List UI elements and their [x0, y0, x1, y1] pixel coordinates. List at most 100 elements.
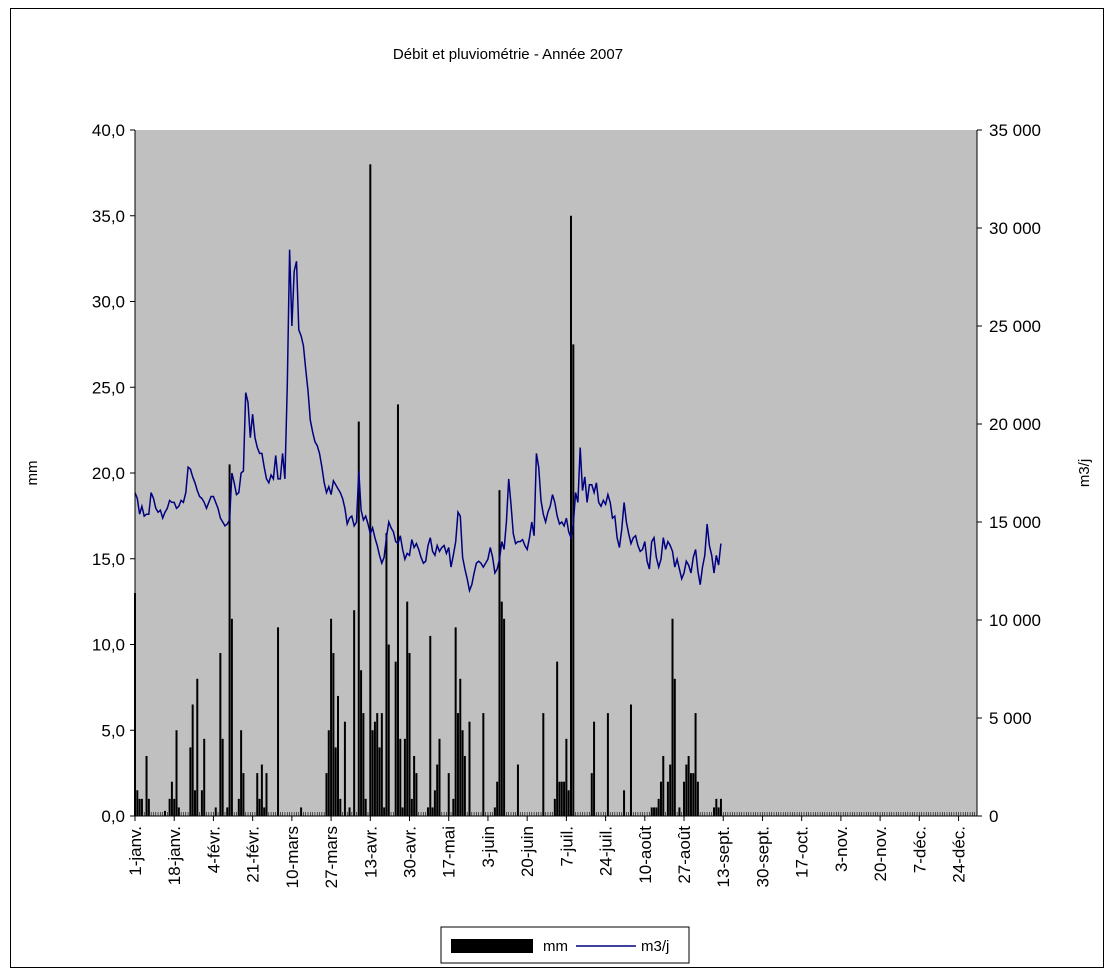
- bar-mm: [357, 421, 360, 816]
- x-tick-label: 21-févr.: [244, 826, 263, 883]
- y-tick-label: 35,0: [92, 207, 125, 226]
- bar-mm: [240, 730, 243, 816]
- bar-mm: [177, 807, 180, 816]
- x-tick-label: 17-mai: [440, 826, 459, 878]
- bar-mm: [410, 798, 413, 816]
- bar-mm: [415, 773, 418, 816]
- bar-mm: [431, 807, 434, 816]
- axes-layer: 0,0 5,0 10,0 15,0 20,0 25,0 30,0 35,0 40,0 0 5 000…: [92, 121, 1041, 888]
- x-tick-label: 24-juil.: [597, 826, 616, 876]
- bar-mm: [669, 764, 672, 816]
- bar-mm: [463, 755, 466, 816]
- x-tick-label: 27-août: [675, 826, 694, 884]
- y-tick-label: 20,0: [92, 464, 125, 483]
- y-tick-label: 40,0: [92, 121, 125, 140]
- bar-mm: [659, 781, 662, 816]
- bar-mm: [383, 807, 386, 816]
- bar-mm: [572, 344, 575, 816]
- bar-mm: [498, 490, 501, 816]
- bar-mm: [542, 713, 545, 816]
- y2-tick-label: 30 000: [989, 219, 1041, 238]
- bar-mm: [277, 627, 280, 816]
- plot-area: [135, 130, 977, 816]
- bar-mm: [689, 773, 692, 816]
- bar-mm: [500, 601, 503, 816]
- bar-mm: [468, 721, 471, 816]
- y2-axis-label: m3/j: [1076, 459, 1093, 487]
- bar-mm: [687, 755, 690, 816]
- bar-mm: [657, 798, 660, 816]
- bar-mm: [482, 713, 485, 816]
- x-tick-label: 7-juil.: [557, 826, 576, 867]
- bar-mm: [456, 713, 459, 816]
- bar-mm: [678, 807, 681, 816]
- x-tick-label: 13-sept.: [714, 826, 733, 887]
- bar-mm: [399, 738, 402, 816]
- y2-tick-label: 15 000: [989, 513, 1041, 532]
- x-tick-label: 13-avr.: [361, 826, 380, 878]
- y-axis-label: mm: [24, 461, 41, 486]
- bar-mm: [606, 713, 609, 816]
- bar-mm: [228, 464, 231, 816]
- x-tick-label: 4-févr.: [204, 826, 223, 873]
- bar-mm: [694, 713, 697, 816]
- bar-mm: [189, 747, 192, 816]
- bar-mm: [692, 773, 695, 816]
- bar-mm: [376, 713, 379, 816]
- bar-mm: [713, 807, 716, 816]
- bar-mm: [496, 781, 499, 816]
- y2-tick-label: 20 000: [989, 415, 1041, 434]
- bar-mm: [653, 807, 656, 816]
- x-tick-label: 7-déc.: [910, 826, 929, 873]
- bar-mm: [671, 618, 674, 816]
- bar-mm: [175, 730, 178, 816]
- x-tick-label: 10-août: [636, 826, 655, 884]
- bar-mm: [715, 798, 718, 816]
- bar-mm: [369, 164, 372, 817]
- bar-mm: [406, 601, 409, 816]
- x-tick-label: 30-avr.: [401, 826, 420, 878]
- bar-mm: [433, 790, 436, 816]
- bar-mm: [219, 653, 222, 816]
- bar-mm: [362, 713, 365, 816]
- bar-mm: [332, 653, 335, 816]
- bar-mm: [221, 738, 224, 816]
- y-tick-label: 15,0: [92, 550, 125, 569]
- bar-mm: [569, 215, 572, 816]
- bar-mm: [560, 781, 563, 816]
- y-tick-label: 30,0: [92, 293, 125, 312]
- x-tick-label: 1-janv.: [126, 826, 145, 876]
- y2-tick-label: 0: [989, 807, 998, 826]
- bar-mm: [565, 738, 568, 816]
- bar-mm: [364, 798, 367, 816]
- bar-mm: [454, 627, 457, 816]
- legend-label-m3j: m3/j: [641, 938, 669, 955]
- bar-mm: [396, 404, 399, 816]
- bar-mm: [380, 713, 383, 816]
- y2-tick-label: 25 000: [989, 317, 1041, 336]
- bar-mm: [683, 781, 686, 816]
- x-tick-label: 27-mars: [322, 826, 341, 888]
- bar-mm: [136, 790, 139, 816]
- x-tick-label: 24-déc.: [950, 826, 969, 883]
- bar-mm: [436, 764, 439, 816]
- bar-mm: [334, 747, 337, 816]
- series-line-m3j: [134, 249, 722, 594]
- legend-swatch-mm: [451, 939, 533, 953]
- bar-mm: [168, 798, 171, 816]
- bar-mm: [673, 678, 676, 816]
- bar-mm: [343, 721, 346, 816]
- bar-mm: [360, 670, 363, 816]
- bar-mm: [662, 755, 665, 816]
- bar-mm: [717, 807, 720, 816]
- x-tick-label: 18-janv.: [165, 826, 184, 885]
- bar-mm: [650, 807, 653, 816]
- bar-mm: [196, 678, 199, 816]
- bar-mm: [265, 773, 268, 816]
- bar-mm: [461, 730, 464, 816]
- bar-mm: [553, 798, 556, 816]
- bar-mm: [237, 798, 240, 816]
- bar-mm: [629, 704, 632, 816]
- bar-mm: [459, 678, 462, 816]
- x-tick-label: 17-oct.: [793, 826, 812, 878]
